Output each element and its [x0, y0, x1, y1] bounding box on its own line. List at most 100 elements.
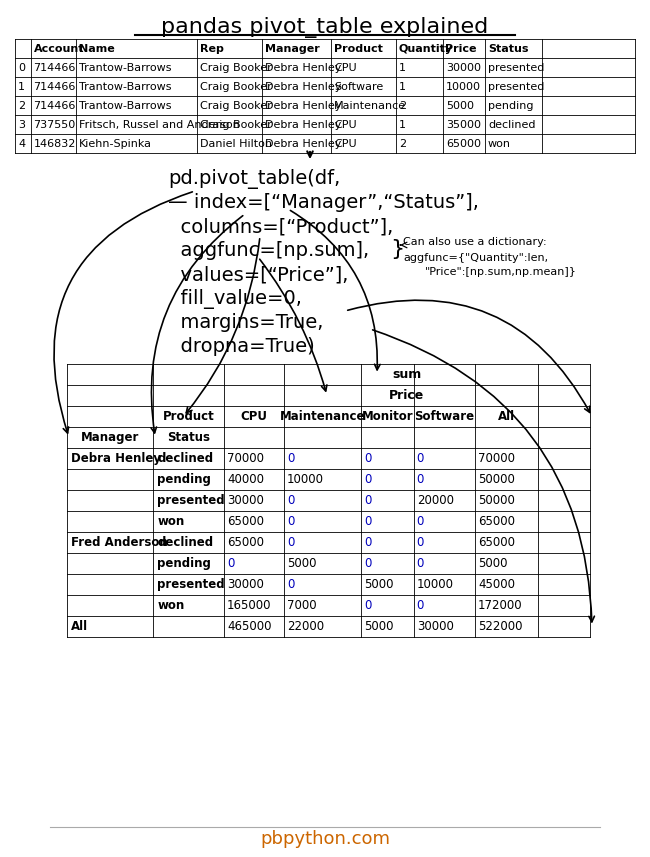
- Text: 70000: 70000: [227, 452, 264, 465]
- Text: columns=[“Product”],: columns=[“Product”],: [168, 217, 393, 236]
- Text: sum: sum: [393, 368, 422, 381]
- Text: Debra Henley: Debra Henley: [265, 63, 341, 73]
- Text: 1: 1: [399, 119, 406, 129]
- Text: 0: 0: [365, 536, 372, 549]
- Text: 0: 0: [417, 536, 424, 549]
- Text: 0: 0: [287, 536, 294, 549]
- Text: 714466: 714466: [34, 63, 76, 73]
- Text: 30000: 30000: [227, 494, 264, 507]
- Text: Monitor: Monitor: [362, 410, 413, 423]
- Text: Debra Henley: Debra Henley: [265, 139, 341, 148]
- Text: Debra Henley: Debra Henley: [265, 100, 341, 111]
- Text: 0: 0: [287, 452, 294, 465]
- Text: 146832: 146832: [34, 139, 76, 148]
- Text: 5000: 5000: [365, 620, 394, 633]
- Text: aggfunc=[np.sum],: aggfunc=[np.sum],: [168, 241, 369, 260]
- Text: Craig Booker: Craig Booker: [200, 100, 272, 111]
- Text: CPU: CPU: [334, 119, 357, 129]
- Text: Name: Name: [79, 44, 114, 53]
- Text: 714466: 714466: [34, 100, 76, 111]
- Text: Product: Product: [162, 410, 214, 423]
- Text: 0: 0: [417, 473, 424, 486]
- Text: declined: declined: [488, 119, 536, 129]
- Text: 5000: 5000: [478, 557, 508, 570]
- Text: declined: declined: [157, 536, 213, 549]
- Text: 5000: 5000: [365, 578, 394, 591]
- Text: Quantity: Quantity: [398, 44, 452, 53]
- Text: 7000: 7000: [287, 599, 317, 612]
- Text: pbpython.com: pbpython.com: [260, 830, 390, 848]
- Text: 0: 0: [417, 452, 424, 465]
- Text: 10000: 10000: [446, 81, 481, 92]
- Text: 0: 0: [417, 515, 424, 528]
- Text: 10000: 10000: [287, 473, 324, 486]
- Text: 737550: 737550: [34, 119, 76, 129]
- Text: 0: 0: [417, 557, 424, 570]
- Text: Trantow-Barrows: Trantow-Barrows: [79, 100, 171, 111]
- Text: 22000: 22000: [287, 620, 324, 633]
- Text: 2: 2: [18, 100, 25, 111]
- Text: 0: 0: [365, 452, 372, 465]
- Text: 5000: 5000: [287, 557, 317, 570]
- Text: 50000: 50000: [478, 473, 515, 486]
- Text: Software: Software: [334, 81, 384, 92]
- Text: 522000: 522000: [478, 620, 523, 633]
- Text: 0: 0: [287, 515, 294, 528]
- Text: Maintenance: Maintenance: [334, 100, 406, 111]
- Text: CPU: CPU: [240, 410, 267, 423]
- Text: 45000: 45000: [478, 578, 515, 591]
- Text: pending: pending: [488, 100, 534, 111]
- Text: 2: 2: [399, 100, 406, 111]
- Text: 0: 0: [365, 515, 372, 528]
- Text: Debra Henley: Debra Henley: [71, 452, 161, 465]
- Text: Kiehn-Spinka: Kiehn-Spinka: [79, 139, 151, 148]
- Text: Fritsch, Russel and Anderson: Fritsch, Russel and Anderson: [79, 119, 239, 129]
- Text: 465000: 465000: [227, 620, 272, 633]
- Text: CPU: CPU: [334, 139, 357, 148]
- Text: Manager: Manager: [81, 431, 139, 444]
- Text: Status: Status: [167, 431, 210, 444]
- Text: Daniel Hilton: Daniel Hilton: [200, 139, 272, 148]
- Text: Software: Software: [414, 410, 474, 423]
- Text: declined: declined: [157, 452, 213, 465]
- Text: Craig Booker: Craig Booker: [200, 63, 272, 73]
- Text: 165000: 165000: [227, 599, 272, 612]
- Text: Status: Status: [488, 44, 528, 53]
- Text: 714466: 714466: [34, 81, 76, 92]
- Text: 3: 3: [18, 119, 25, 129]
- Text: Trantow-Barrows: Trantow-Barrows: [79, 63, 171, 73]
- Text: Rep: Rep: [200, 44, 224, 53]
- Text: won: won: [488, 139, 511, 148]
- Text: fill_value=0,: fill_value=0,: [168, 289, 302, 309]
- Text: 65000: 65000: [227, 515, 264, 528]
- Text: presented: presented: [157, 578, 225, 591]
- Text: presented: presented: [488, 63, 544, 73]
- Text: 20000: 20000: [417, 494, 454, 507]
- Text: Can also use a dictionary:: Can also use a dictionary:: [403, 237, 547, 247]
- Text: 1: 1: [399, 63, 406, 73]
- Text: 4: 4: [18, 139, 25, 148]
- Text: 2: 2: [399, 139, 406, 148]
- Text: Debra Henley: Debra Henley: [265, 119, 341, 129]
- Text: Craig Booker: Craig Booker: [200, 119, 272, 129]
- Text: 0: 0: [365, 473, 372, 486]
- Text: won: won: [157, 515, 185, 528]
- Text: All: All: [498, 410, 515, 423]
- Text: }: }: [390, 239, 404, 259]
- Text: 40000: 40000: [227, 473, 264, 486]
- Text: 30000: 30000: [227, 578, 264, 591]
- Text: Debra Henley: Debra Henley: [265, 81, 341, 92]
- Text: 0: 0: [365, 557, 372, 570]
- Text: Fred Anderson: Fred Anderson: [71, 536, 168, 549]
- Text: pending: pending: [157, 473, 211, 486]
- Text: 65000: 65000: [446, 139, 481, 148]
- Text: "Price":[np.sum,np.mean]}: "Price":[np.sum,np.mean]}: [425, 267, 577, 277]
- Text: 50000: 50000: [478, 494, 515, 507]
- Text: pending: pending: [157, 557, 211, 570]
- Text: 30000: 30000: [446, 63, 481, 73]
- Text: aggfunc={"Quantity":len,: aggfunc={"Quantity":len,: [403, 253, 548, 263]
- Text: 65000: 65000: [227, 536, 264, 549]
- Text: CPU: CPU: [334, 63, 357, 73]
- Text: 35000: 35000: [446, 119, 481, 129]
- Text: Trantow-Barrows: Trantow-Barrows: [79, 81, 171, 92]
